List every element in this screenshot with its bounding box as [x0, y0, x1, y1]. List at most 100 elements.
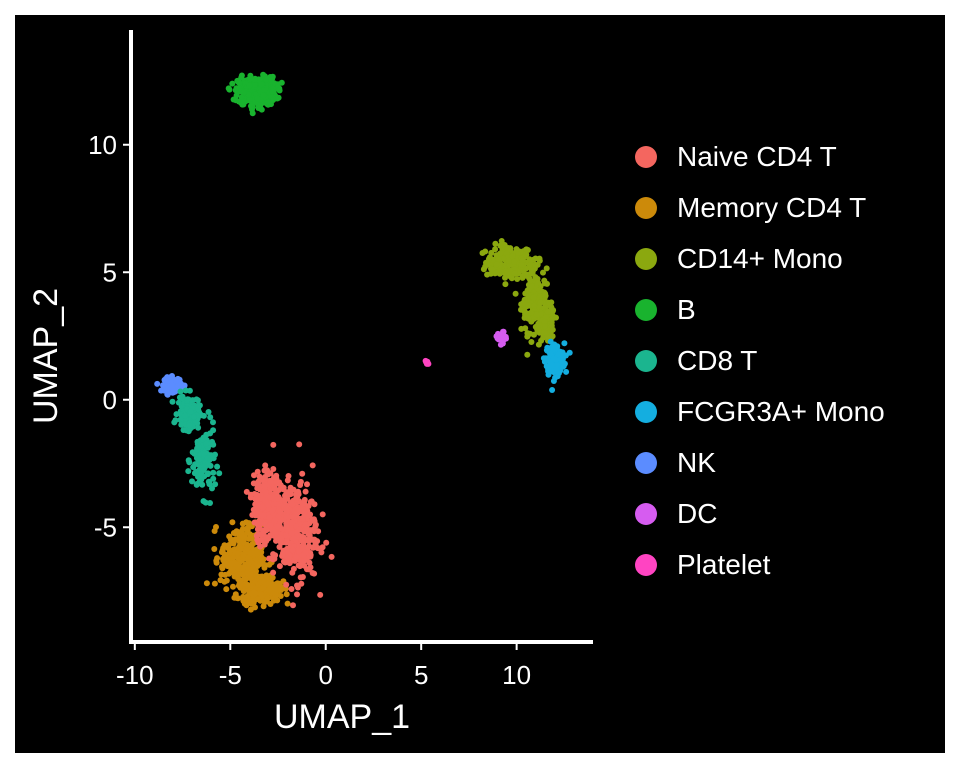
data-point: [524, 351, 531, 358]
data-point: [261, 87, 268, 93]
data-point: [200, 466, 207, 473]
legend-key-dot: [635, 451, 657, 474]
data-point: [306, 559, 313, 566]
legend-key-dot: [635, 350, 657, 372]
data-point: [283, 489, 290, 496]
data-point: [230, 583, 236, 590]
data-point: [207, 414, 214, 421]
data-point: [214, 463, 221, 470]
data-point: [257, 561, 264, 567]
data-point: [311, 544, 317, 550]
data-point: [175, 399, 182, 406]
data-point: [518, 325, 525, 332]
data-point: [261, 483, 268, 490]
data-point: [240, 597, 247, 604]
data-point: [203, 580, 210, 587]
data-point: [548, 322, 555, 329]
legend-key-dot: [635, 197, 657, 220]
data-point: [266, 586, 273, 593]
data-point: [185, 468, 192, 475]
data-point: [203, 431, 210, 438]
data-point: [262, 462, 269, 469]
data-point: [284, 537, 290, 544]
data-point: [278, 79, 285, 86]
x-tick-label: -10: [116, 660, 154, 690]
data-point: [262, 489, 269, 496]
data-point: [229, 555, 236, 562]
data-point: [495, 255, 502, 262]
data-point: [180, 427, 187, 433]
legend-item: Platelet: [635, 539, 885, 590]
data-point: [263, 76, 270, 83]
data-point: [493, 261, 500, 268]
data-point: [239, 571, 246, 578]
data-point: [277, 534, 284, 541]
data-point: [295, 506, 302, 513]
data-point: [315, 528, 322, 535]
data-point: [502, 333, 509, 340]
data-point: [247, 494, 254, 501]
data-point: [328, 553, 335, 560]
data-point: [555, 351, 562, 358]
data-point: [264, 99, 271, 105]
data-point: [258, 591, 265, 597]
series-naive-cd4-t: [243, 441, 335, 609]
data-point: [519, 257, 526, 264]
data-point: [206, 478, 213, 485]
data-point: [202, 499, 209, 506]
data-point: [194, 397, 201, 404]
legend-label: NK: [677, 446, 716, 478]
data-point: [237, 545, 244, 552]
data-point: [299, 515, 306, 522]
data-point: [495, 336, 502, 343]
data-point: [263, 527, 270, 534]
data-point: [265, 535, 272, 542]
data-point: [488, 249, 495, 256]
data-point: [520, 299, 527, 306]
data-point: [267, 601, 274, 607]
data-point: [262, 581, 269, 588]
data-point: [511, 258, 518, 265]
legend-item: NK: [635, 437, 885, 488]
data-point: [296, 548, 303, 554]
data-point: [255, 531, 262, 538]
series-cd14-mono: [479, 238, 559, 358]
data-point: [288, 586, 295, 592]
data-point: [173, 377, 179, 384]
legend-key-dot: [635, 146, 657, 169]
data-point: [225, 545, 232, 552]
data-point: [246, 535, 253, 542]
data-point: [299, 470, 306, 477]
data-point: [160, 382, 166, 389]
data-point: [528, 270, 535, 277]
x-axis-title: UMAP_1: [274, 698, 410, 736]
data-point: [284, 600, 291, 607]
data-point: [290, 535, 297, 542]
data-point: [223, 586, 230, 593]
data-point: [289, 546, 296, 553]
data-point: [195, 424, 202, 431]
data-point: [537, 299, 544, 306]
series-b: [225, 71, 285, 117]
data-point: [542, 292, 549, 299]
data-point: [561, 340, 568, 347]
x-tick-label: -5: [219, 660, 242, 690]
x-tick-label: 10: [502, 660, 531, 690]
data-point: [181, 412, 188, 419]
data-point: [530, 294, 537, 301]
data-point: [531, 302, 538, 309]
series-dc: [493, 328, 509, 348]
data-point: [527, 277, 534, 284]
data-point: [207, 500, 213, 506]
data-point: [289, 569, 296, 576]
data-point: [552, 356, 559, 363]
data-point: [270, 556, 276, 563]
legend-item: B: [635, 285, 885, 336]
data-point: [254, 468, 261, 475]
data-point: [551, 341, 558, 348]
data-point: [231, 594, 238, 601]
data-point: [542, 280, 548, 287]
data-point: [219, 565, 226, 572]
data-point: [277, 482, 284, 489]
data-point: [193, 481, 200, 487]
